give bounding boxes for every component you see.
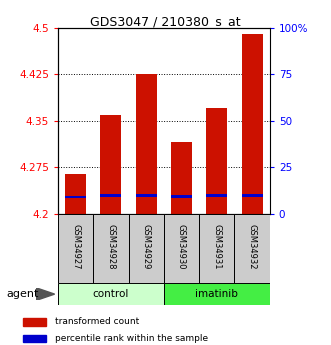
Bar xyxy=(164,214,199,283)
Bar xyxy=(65,196,86,198)
Text: GSM34930: GSM34930 xyxy=(177,224,186,270)
Text: GSM34927: GSM34927 xyxy=(71,224,80,270)
Polygon shape xyxy=(36,288,55,300)
Text: percentile rank within the sample: percentile rank within the sample xyxy=(55,334,208,343)
Bar xyxy=(199,214,234,283)
Text: GSM34929: GSM34929 xyxy=(142,224,151,270)
Text: GSM34932: GSM34932 xyxy=(248,224,257,270)
Bar xyxy=(100,194,121,197)
Text: agent: agent xyxy=(7,289,39,299)
Text: GSM34928: GSM34928 xyxy=(106,224,116,270)
Text: control: control xyxy=(93,289,129,299)
Bar xyxy=(136,194,157,197)
Bar xyxy=(93,214,128,283)
Bar xyxy=(100,115,121,214)
Bar xyxy=(206,108,227,214)
Bar xyxy=(128,214,164,283)
Bar xyxy=(164,283,270,305)
Bar xyxy=(65,174,86,214)
Text: GDS3047 / 210380_s_at: GDS3047 / 210380_s_at xyxy=(90,16,241,29)
Bar xyxy=(171,195,192,198)
Bar xyxy=(242,34,263,214)
Bar xyxy=(206,194,227,197)
Text: imatinib: imatinib xyxy=(195,289,238,299)
Bar xyxy=(234,214,270,283)
Bar xyxy=(23,335,46,342)
Text: GSM34931: GSM34931 xyxy=(212,224,221,270)
Bar xyxy=(58,283,164,305)
Text: transformed count: transformed count xyxy=(55,317,139,326)
Bar xyxy=(136,74,157,214)
Bar xyxy=(242,194,263,197)
Bar xyxy=(171,142,192,214)
Bar xyxy=(58,214,93,283)
Bar xyxy=(23,318,46,326)
